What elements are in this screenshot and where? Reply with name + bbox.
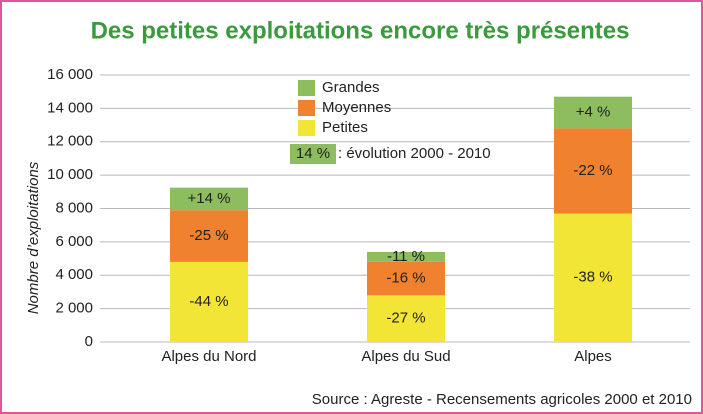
y-tick-label: 16 000	[47, 66, 93, 83]
x-tick-label: Alpes du Sud	[361, 348, 450, 365]
x-tick-label: Alpes du Nord	[161, 348, 256, 365]
evolution-label: -44 %	[189, 293, 228, 310]
y-tick-label: 2 000	[55, 300, 93, 317]
y-tick-label: 12 000	[47, 133, 93, 150]
evolution-label: +14 %	[188, 190, 231, 207]
legend-label: Moyennes	[322, 99, 391, 116]
evolution-label: -25 %	[189, 227, 228, 244]
legend-note-sample: 14 %	[296, 145, 330, 162]
bar-segment	[554, 213, 632, 342]
evolution-label: -22 %	[573, 162, 612, 179]
evolution-label: -38 %	[573, 269, 612, 286]
y-tick-label: 10 000	[47, 166, 93, 183]
evolution-label: -27 %	[386, 310, 425, 327]
legend-label: Petites	[322, 119, 368, 136]
legend-note-box	[290, 144, 336, 164]
bar-segment	[170, 261, 248, 342]
y-tick-label: 4 000	[55, 266, 93, 283]
legend-note-text: : évolution 2000 - 2010	[338, 145, 491, 162]
bar-segment	[367, 295, 445, 342]
bar-segment	[367, 261, 445, 296]
bar-segment	[367, 251, 445, 262]
legend-label: Grandes	[322, 79, 380, 96]
chart-title: Des petites exploitations encore très pr…	[91, 17, 630, 44]
y-tick-label: 6 000	[55, 233, 93, 250]
legend-swatch	[298, 120, 315, 136]
legend-swatch	[298, 100, 315, 116]
y-tick-label: 0	[85, 333, 93, 350]
y-tick-label: 8 000	[55, 199, 93, 216]
x-tick-label: Alpes	[574, 348, 612, 365]
bar-segment	[554, 96, 632, 129]
bar-segment	[170, 187, 248, 211]
evolution-label: -16 %	[386, 270, 425, 287]
bar-segment	[170, 210, 248, 262]
y-axis-label: Nombre d’exploitations	[25, 161, 42, 314]
bar-segment	[554, 128, 632, 214]
legend-swatch	[298, 80, 315, 96]
evolution-label: -11 %	[387, 248, 425, 265]
evolution-label: +4 %	[576, 104, 611, 121]
y-tick-label: 14 000	[47, 99, 93, 116]
source: Source : Agreste - Recensements agricole…	[312, 391, 692, 408]
